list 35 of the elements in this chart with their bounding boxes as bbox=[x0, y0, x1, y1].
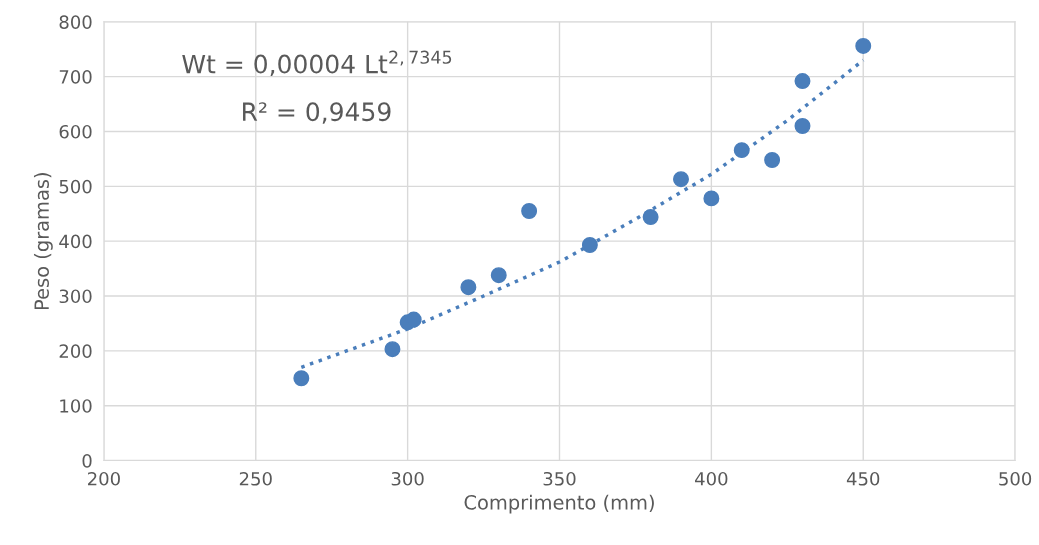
y-tick-label: 700 bbox=[59, 70, 92, 84]
x-tick-label: 250 bbox=[239, 471, 272, 486]
x-tick-label: 500 bbox=[999, 471, 1032, 486]
point bbox=[490, 267, 507, 284]
x-tick-label: 400 bbox=[695, 471, 728, 486]
point bbox=[794, 118, 811, 134]
y-tick-label: 100 bbox=[60, 399, 92, 413]
point bbox=[642, 209, 659, 226]
point bbox=[673, 171, 689, 188]
y-tick-label: 800 bbox=[59, 15, 92, 29]
annotation: R² = 0,9459 bbox=[243, 102, 391, 124]
annotation: Wt = 0,00004 Lt$^{2,7345}$ bbox=[182, 50, 452, 77]
point bbox=[703, 190, 720, 207]
x-tick-label: 300 bbox=[391, 471, 424, 486]
y-tick-label: 500 bbox=[59, 179, 92, 194]
x-axis-title: Comprimento (mm) bbox=[464, 494, 654, 514]
point bbox=[405, 311, 422, 328]
y-tick-label: 600 bbox=[59, 124, 92, 139]
y-tick-label: 400 bbox=[59, 234, 92, 249]
point bbox=[581, 237, 598, 253]
x-tick-label: 450 bbox=[846, 471, 880, 486]
y-tick-label: 0 bbox=[82, 453, 92, 468]
point bbox=[764, 152, 781, 168]
y-axis-title: Peso (gramas) bbox=[33, 173, 53, 310]
y-tick-label: 200 bbox=[59, 344, 92, 358]
point bbox=[384, 341, 401, 358]
point bbox=[733, 142, 750, 159]
point bbox=[293, 370, 310, 387]
point bbox=[794, 73, 811, 90]
point bbox=[460, 279, 477, 296]
x-tick-label: 200 bbox=[87, 471, 120, 486]
y-tick-label: 300 bbox=[59, 289, 92, 304]
point bbox=[521, 203, 538, 219]
x-tick-label: 350 bbox=[543, 471, 576, 486]
point bbox=[855, 37, 872, 54]
